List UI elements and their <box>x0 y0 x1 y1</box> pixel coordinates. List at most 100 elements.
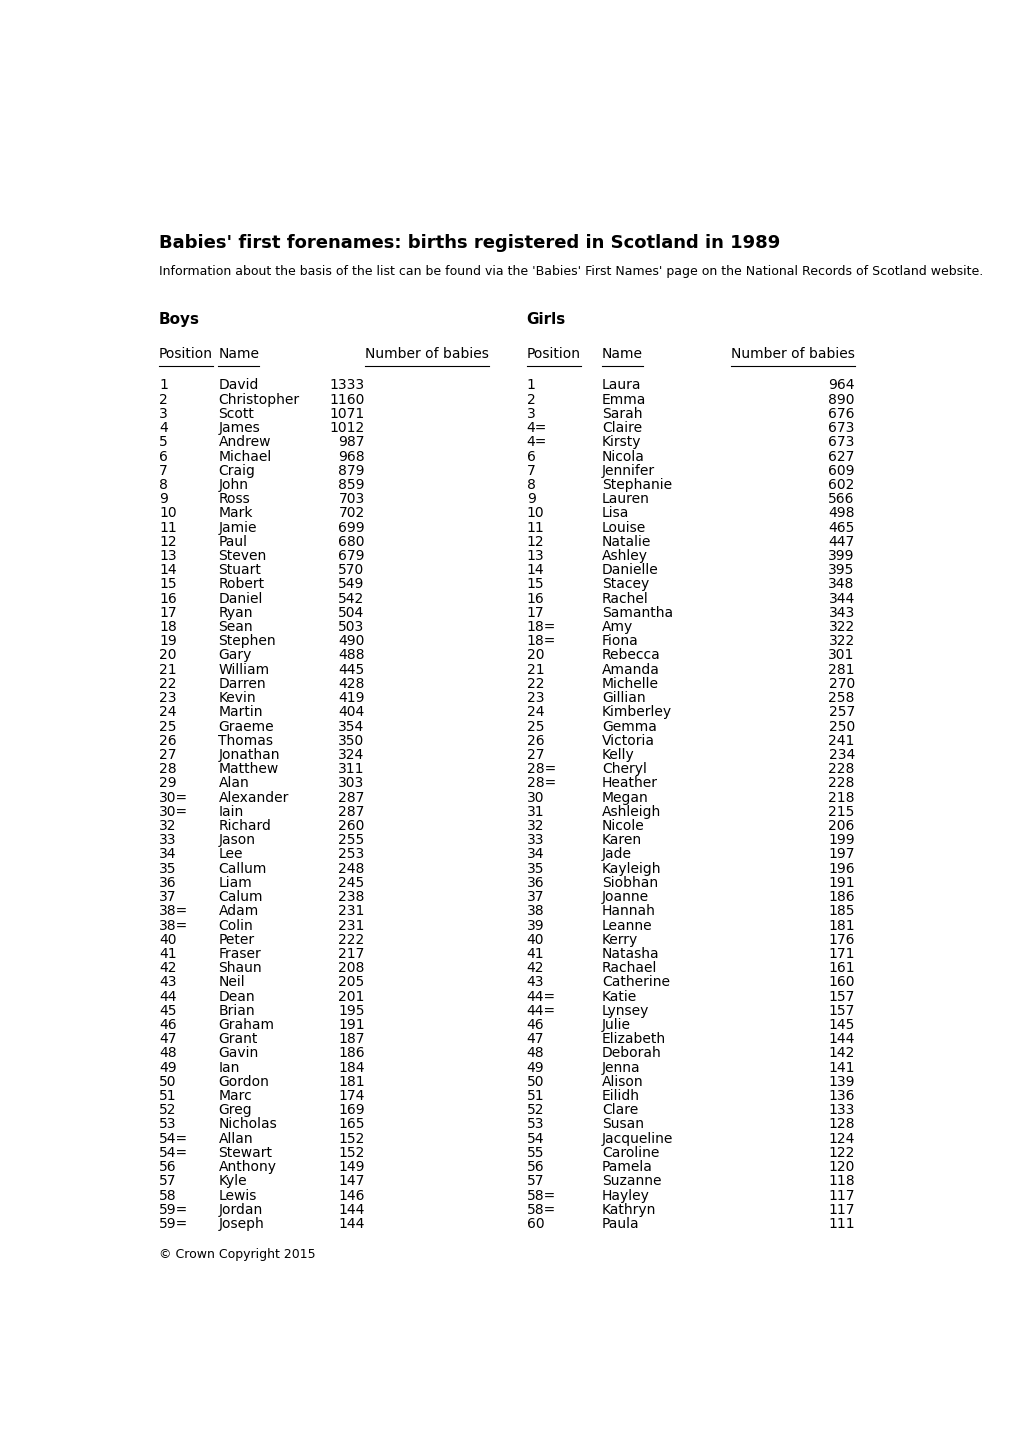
Text: Jennifer: Jennifer <box>601 464 654 477</box>
Text: 42: 42 <box>526 962 544 975</box>
Text: 18=: 18= <box>526 620 555 634</box>
Text: 5: 5 <box>159 435 168 450</box>
Text: 322: 322 <box>827 620 854 634</box>
Text: 231: 231 <box>338 904 365 919</box>
Text: 2: 2 <box>526 392 535 407</box>
Text: Fraser: Fraser <box>218 947 261 960</box>
Text: Marc: Marc <box>218 1089 252 1103</box>
Text: 186: 186 <box>827 890 854 904</box>
Text: 241: 241 <box>827 734 854 748</box>
Text: 31: 31 <box>526 805 544 819</box>
Text: Gary: Gary <box>218 649 252 662</box>
Text: 257: 257 <box>827 705 854 720</box>
Text: Christopher: Christopher <box>218 392 300 407</box>
Text: 404: 404 <box>338 705 365 720</box>
Text: 48: 48 <box>526 1047 544 1060</box>
Text: Stephanie: Stephanie <box>601 477 672 492</box>
Text: 679: 679 <box>338 549 365 562</box>
Text: Siobhan: Siobhan <box>601 875 657 890</box>
Text: 287: 287 <box>338 790 365 805</box>
Text: 25: 25 <box>159 720 176 734</box>
Text: 255: 255 <box>338 833 365 848</box>
Text: 118: 118 <box>827 1174 854 1188</box>
Text: 47: 47 <box>526 1032 544 1047</box>
Text: 859: 859 <box>338 477 365 492</box>
Text: 187: 187 <box>338 1032 365 1047</box>
Text: Liam: Liam <box>218 875 252 890</box>
Text: 350: 350 <box>338 734 365 748</box>
Text: 395: 395 <box>827 564 854 577</box>
Text: Stephen: Stephen <box>218 634 276 649</box>
Text: Name: Name <box>218 348 259 362</box>
Text: Name: Name <box>601 348 642 362</box>
Text: 4: 4 <box>159 421 168 435</box>
Text: 699: 699 <box>337 521 365 535</box>
Text: 17: 17 <box>159 606 176 620</box>
Text: 195: 195 <box>338 1004 365 1018</box>
Text: 702: 702 <box>338 506 365 521</box>
Text: Rachel: Rachel <box>601 591 648 606</box>
Text: © Crown Copyright 2015: © Crown Copyright 2015 <box>159 1249 316 1262</box>
Text: 9: 9 <box>526 492 535 506</box>
Text: 30=: 30= <box>159 790 189 805</box>
Text: 33: 33 <box>159 833 176 848</box>
Text: 1: 1 <box>159 378 168 392</box>
Text: 44: 44 <box>159 989 176 1004</box>
Text: 43: 43 <box>159 975 176 989</box>
Text: 54=: 54= <box>159 1132 189 1146</box>
Text: 53: 53 <box>159 1118 176 1132</box>
Text: 144: 144 <box>338 1203 365 1217</box>
Text: 144: 144 <box>827 1032 854 1047</box>
Text: 41: 41 <box>159 947 176 960</box>
Text: Boys: Boys <box>159 311 200 327</box>
Text: Nicholas: Nicholas <box>218 1118 277 1132</box>
Text: 8: 8 <box>159 477 168 492</box>
Text: 55: 55 <box>526 1146 544 1159</box>
Text: 324: 324 <box>338 748 365 761</box>
Text: Girls: Girls <box>526 311 566 327</box>
Text: Thomas: Thomas <box>218 734 273 748</box>
Text: 43: 43 <box>526 975 544 989</box>
Text: 59=: 59= <box>159 1203 189 1217</box>
Text: 152: 152 <box>338 1132 365 1146</box>
Text: 28=: 28= <box>526 763 555 776</box>
Text: 445: 445 <box>338 663 365 676</box>
Text: 21: 21 <box>526 663 544 676</box>
Text: Graeme: Graeme <box>218 720 274 734</box>
Text: 26: 26 <box>159 734 176 748</box>
Text: 60: 60 <box>526 1217 544 1231</box>
Text: 27: 27 <box>526 748 544 761</box>
Text: 139: 139 <box>827 1074 854 1089</box>
Text: 311: 311 <box>338 763 365 776</box>
Text: Jordan: Jordan <box>218 1203 263 1217</box>
Text: 32: 32 <box>526 819 544 833</box>
Text: Emma: Emma <box>601 392 646 407</box>
Text: 117: 117 <box>827 1203 854 1217</box>
Text: 447: 447 <box>827 535 854 549</box>
Text: 25: 25 <box>526 720 544 734</box>
Text: Jason: Jason <box>218 833 255 848</box>
Text: 1012: 1012 <box>329 421 365 435</box>
Text: 181: 181 <box>337 1074 365 1089</box>
Text: Heather: Heather <box>601 776 657 790</box>
Text: Michael: Michael <box>218 450 271 463</box>
Text: 111: 111 <box>827 1217 854 1231</box>
Text: 23: 23 <box>159 691 176 705</box>
Text: Laura: Laura <box>601 378 641 392</box>
Text: 205: 205 <box>338 975 365 989</box>
Text: 54=: 54= <box>159 1146 189 1159</box>
Text: 258: 258 <box>827 691 854 705</box>
Text: Jamie: Jamie <box>218 521 257 535</box>
Text: 29: 29 <box>159 776 176 790</box>
Text: 19: 19 <box>159 634 176 649</box>
Text: Iain: Iain <box>218 805 244 819</box>
Text: 157: 157 <box>827 1004 854 1018</box>
Text: 322: 322 <box>827 634 854 649</box>
Text: 56: 56 <box>159 1161 176 1174</box>
Text: 16: 16 <box>159 591 176 606</box>
Text: 343: 343 <box>827 606 854 620</box>
Text: 191: 191 <box>827 875 854 890</box>
Text: Natalie: Natalie <box>601 535 650 549</box>
Text: Kimberley: Kimberley <box>601 705 672 720</box>
Text: 57: 57 <box>159 1174 176 1188</box>
